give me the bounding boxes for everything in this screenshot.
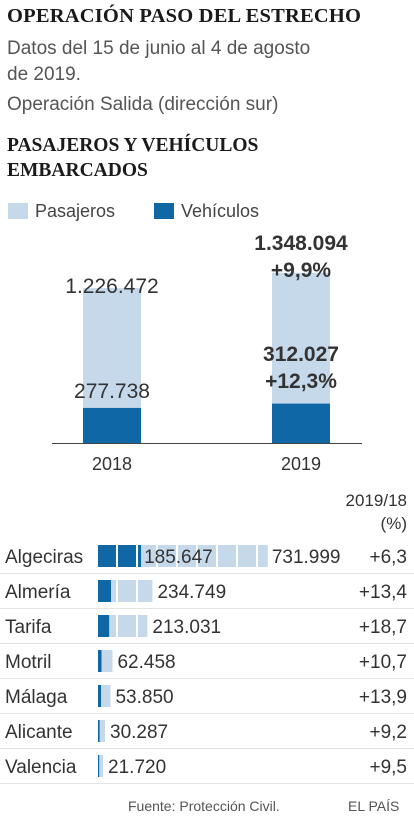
change-value-tarifa: +18,7 [359, 617, 407, 638]
legend-item-vehiculos: Vehículos [154, 200, 259, 222]
source-note: Fuente: Protección Civil. [128, 798, 280, 814]
x-tick-label-2018: 2018 [92, 454, 132, 474]
hbar-segment-gap-algeciras [156, 545, 158, 567]
brand-label: EL PAÍS [348, 798, 400, 814]
data-label-pasajeros-2019: 1.348.094 [254, 232, 348, 255]
section-title: PASAJEROS Y VEHÍCULOS EMBARCADOS [7, 133, 367, 183]
data-label-vehiculos-2019: 312.027 [263, 343, 339, 366]
hbar-segment-gap-tarifa [136, 615, 138, 637]
change-value-algeciras: +6,3 [369, 547, 407, 568]
data-label-pasajeros-tarifa: 213.031 [152, 617, 221, 638]
data-label-pasajeros-2018: 1.226.472 [65, 275, 158, 298]
hbar-segment-gap-algeciras [176, 545, 178, 567]
change-label-vehiculos-2019: +12,3% [265, 370, 337, 393]
subtitle-line-1: Datos del 15 de junio al 4 de agosto [7, 38, 311, 59]
row-label-alicante: Alicante [5, 722, 73, 743]
section-title-line-2: EMBARCADOS [7, 160, 148, 181]
row-label-tarifa: Tarifa [5, 617, 52, 638]
legend-swatch-pasajeros [8, 203, 28, 219]
row-label-malaga: Málaga [5, 687, 68, 708]
hbar-segment-gap-almeria [116, 580, 118, 602]
change-column-header: 2019/18 [346, 491, 407, 510]
hbar-pasajeros-motril [98, 650, 113, 672]
change-value-alicante: +9,2 [369, 722, 407, 743]
hbar-vehiculos-alicante [98, 720, 100, 742]
hbar-pasajeros-almeria [98, 580, 153, 602]
hbar-segment-gap-algeciras [136, 545, 138, 567]
hbar-pasajeros-valencia [98, 755, 104, 777]
row-label-almeria: Almería [5, 582, 71, 603]
row-label-motril: Motril [5, 652, 51, 673]
bar-vehiculos-2018 [83, 407, 141, 443]
hbar-vehiculos-motril [98, 650, 102, 672]
change-label-pasajeros-2019: +9,9% [271, 259, 331, 282]
hbar-segment-gap-algeciras [116, 545, 118, 567]
hbar-segment-gap-algeciras [256, 545, 258, 567]
change-column-unit: (%) [381, 514, 407, 533]
subtitle-line-2: de 2019. [7, 64, 81, 85]
data-label-pasajeros-valencia: 21.720 [108, 757, 166, 778]
x-tick-label-2019: 2019 [281, 454, 321, 474]
data-label-pasajeros-motril: 62.458 [117, 652, 175, 673]
change-value-valencia: +9,5 [369, 757, 407, 778]
row-label-algeciras: Algeciras [5, 547, 83, 568]
hbar-segment-gap-algeciras [196, 545, 198, 567]
hbar-segment-gap-algeciras [236, 545, 238, 567]
hbar-vehiculos-malaga [98, 685, 102, 707]
data-label-pasajeros-malaga: 53.850 [115, 687, 173, 708]
data-label-vehiculos-algeciras: 185.647 [144, 547, 213, 568]
hbar-pasajeros-tarifa [98, 615, 148, 637]
data-label-vehiculos-2018: 277.738 [74, 380, 150, 403]
hbar-pasajeros-malaga [98, 685, 111, 707]
change-value-motril: +10,7 [359, 652, 407, 673]
data-label-pasajeros-alicante: 30.287 [110, 722, 168, 743]
hbar-segment-gap-tarifa [116, 615, 118, 637]
hbar-vehiculos-valencia [98, 755, 100, 777]
section-title-line-1: PASAJEROS Y VEHÍCULOS [7, 135, 259, 156]
legend-label-vehiculos: Vehículos [181, 200, 260, 221]
hbar-vehiculos-almeria [98, 580, 111, 602]
hbar-pasajeros-alicante [98, 720, 106, 742]
hbar-segment-gap-algeciras [216, 545, 218, 567]
subtitle-line-3: Operación Salida (dirección sur) [7, 94, 279, 115]
change-value-malaga: +13,9 [359, 687, 407, 708]
row-label-valencia: Valencia [5, 757, 77, 778]
legend-item-pasajeros: Pasajeros [8, 200, 115, 222]
legend-swatch-vehiculos [154, 203, 174, 219]
hbar-vehiculos-tarifa [98, 615, 110, 637]
bar-vehiculos-2019 [272, 403, 330, 443]
data-label-pasajeros-algeciras: 731.999 [272, 547, 341, 568]
hbar-vehiculos-algeciras [98, 545, 142, 567]
data-label-pasajeros-almeria: 234.749 [157, 582, 226, 603]
hbar-segment-gap-almeria [136, 580, 138, 602]
chart-title: OPERACIÓN PASO DEL ESTRECHO [7, 5, 362, 27]
change-value-almeria: +13,4 [359, 582, 408, 603]
legend-label-pasajeros: Pasajeros [35, 200, 116, 221]
